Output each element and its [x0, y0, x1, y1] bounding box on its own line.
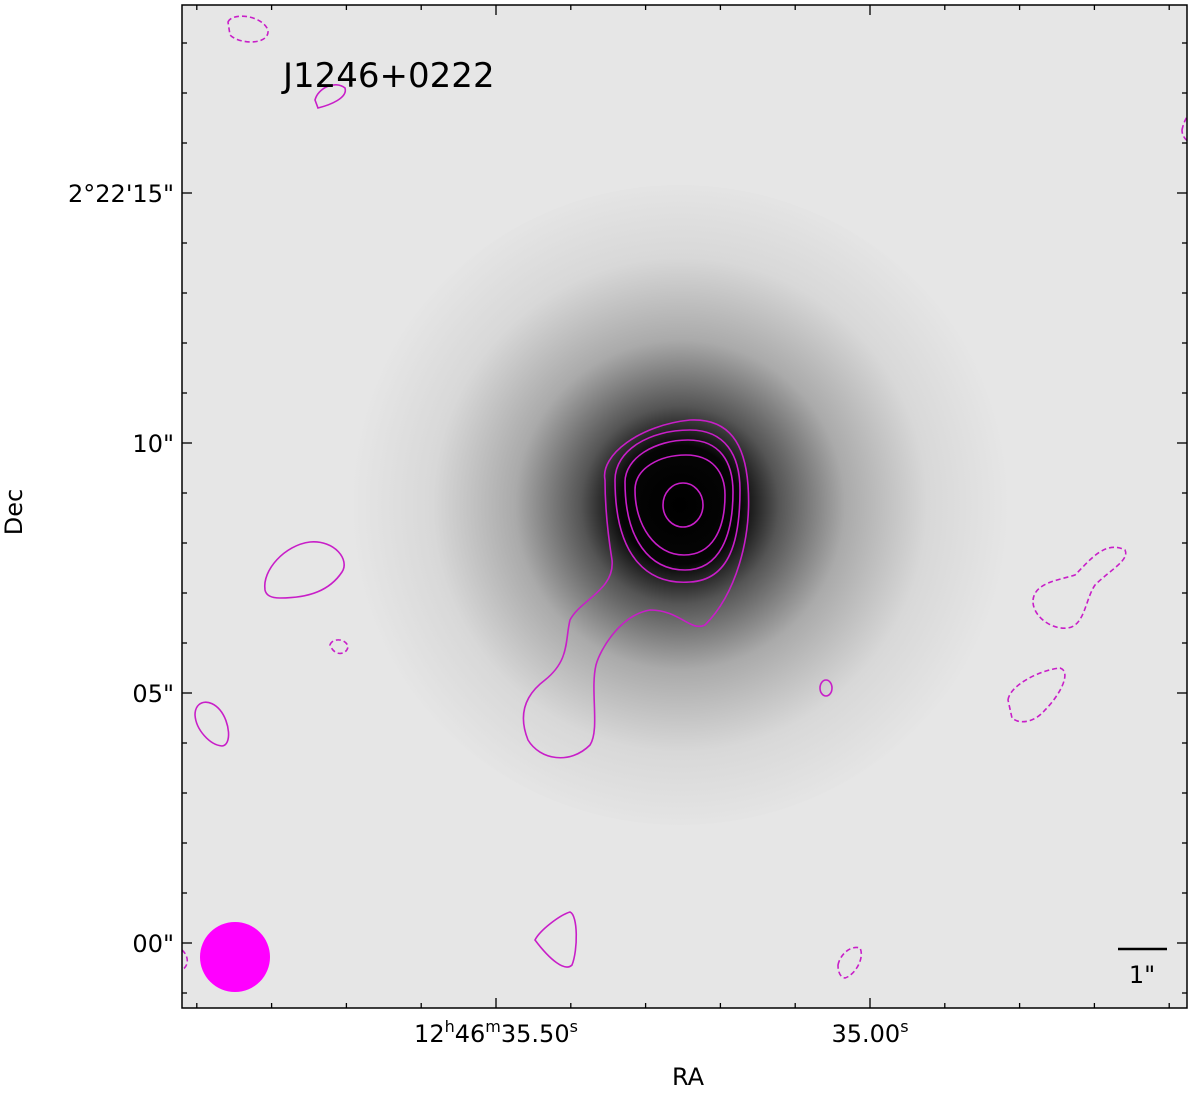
y-tick-label: 10"	[132, 430, 174, 458]
y-tick-label: 05"	[132, 680, 174, 708]
title: J1246+0222	[281, 56, 495, 96]
image	[182, 5, 1187, 1008]
x-axis-label: RA	[672, 1063, 705, 1091]
beam	[200, 922, 270, 992]
scale-bar-label: 1"	[1129, 961, 1155, 989]
tick-marks	[182, 5, 1187, 1008]
y-tick-label: 00"	[132, 930, 174, 958]
x-tick-label: 35.00s	[831, 1017, 908, 1048]
x-tick-label: 12h46m35.50s	[414, 1017, 578, 1048]
frame	[181, 4, 1188, 1009]
y-tick-label: 2°22'15"	[68, 180, 174, 208]
y-axis-label: Dec	[0, 489, 28, 535]
contours	[182, 15, 1187, 979]
